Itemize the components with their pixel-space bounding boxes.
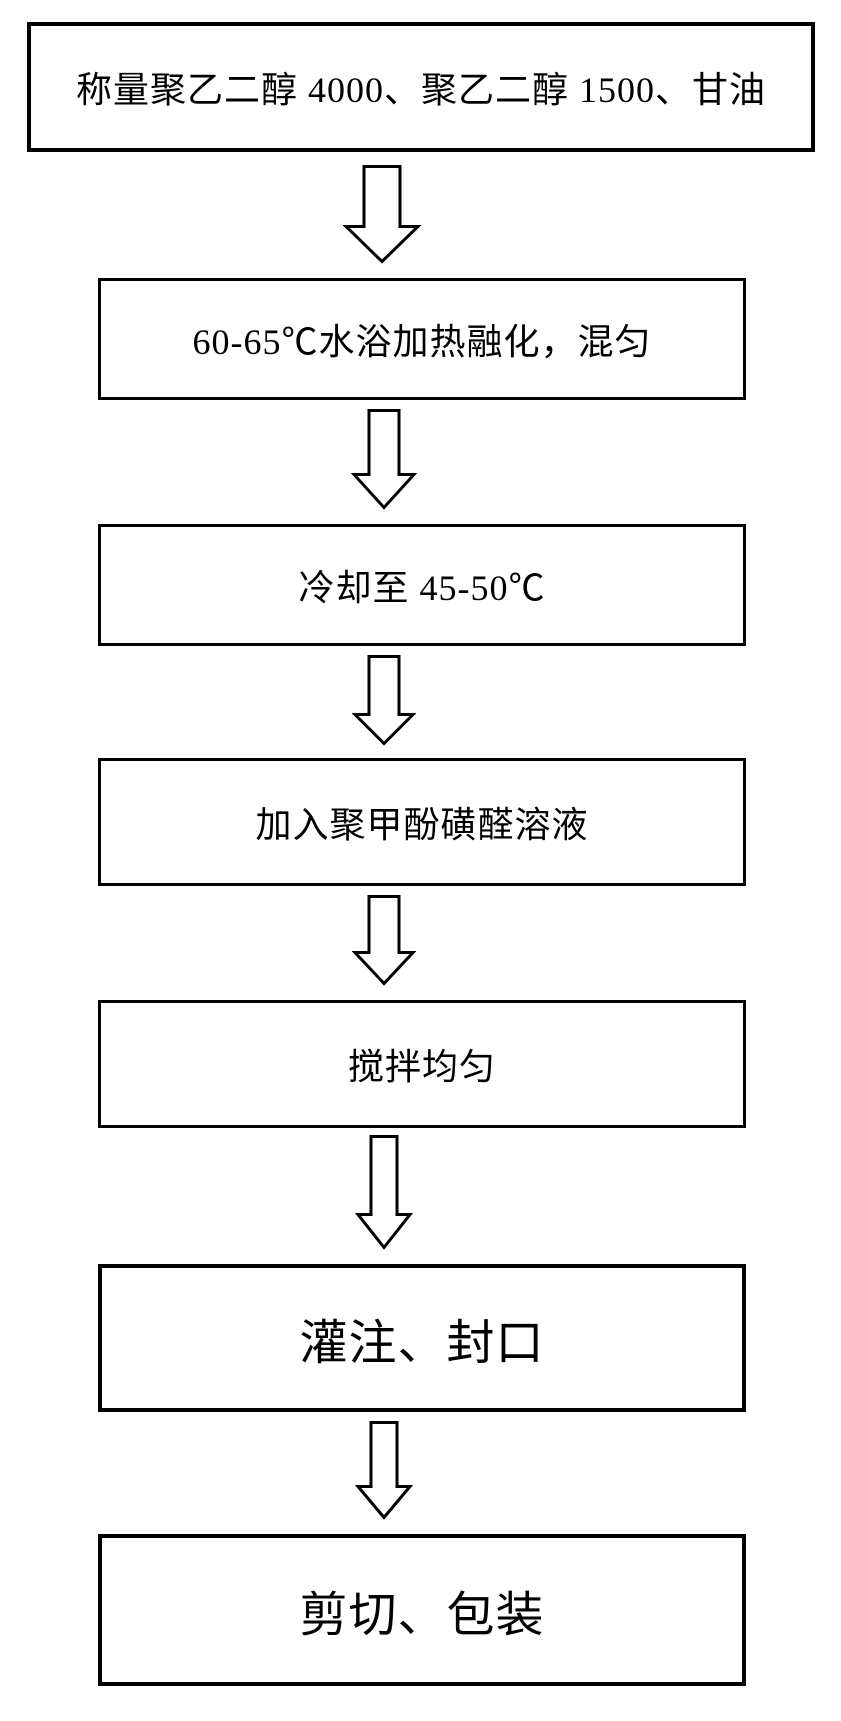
- flow-arrow-4: [352, 894, 416, 986]
- flow-step-6-label: 灌注、封口: [299, 1303, 544, 1373]
- flow-step-5: 搅拌均匀: [98, 1000, 746, 1128]
- flow-step-4-label: 加入聚甲酚磺醛溶液: [255, 796, 588, 848]
- flow-arrow-3: [352, 654, 416, 746]
- flow-arrow-1: [343, 164, 421, 264]
- flow-step-1-label: 称量聚乙二醇 4000、聚乙二醇 1500、甘油: [76, 61, 766, 113]
- flow-step-2-label: 60-65℃水浴加热融化，混匀: [193, 313, 652, 365]
- flow-arrow-5: [355, 1134, 413, 1250]
- flow-step-6: 灌注、封口: [98, 1264, 746, 1412]
- flow-step-3-label: 冷却至 45-50℃: [299, 559, 546, 611]
- flow-step-7-label: 剪切、包装: [299, 1575, 544, 1645]
- flowchart-canvas: 称量聚乙二醇 4000、聚乙二醇 1500、甘油 60-65℃水浴加热融化，混匀…: [0, 0, 841, 1721]
- flow-step-4: 加入聚甲酚磺醛溶液: [98, 758, 746, 886]
- flow-arrow-6: [355, 1420, 413, 1520]
- flow-step-2: 60-65℃水浴加热融化，混匀: [98, 278, 746, 400]
- flow-step-7: 剪切、包装: [98, 1534, 746, 1686]
- flow-step-3: 冷却至 45-50℃: [98, 524, 746, 646]
- flow-arrow-2: [351, 408, 417, 510]
- flow-step-1: 称量聚乙二醇 4000、聚乙二醇 1500、甘油: [27, 22, 815, 152]
- flow-step-5-label: 搅拌均匀: [348, 1038, 496, 1090]
